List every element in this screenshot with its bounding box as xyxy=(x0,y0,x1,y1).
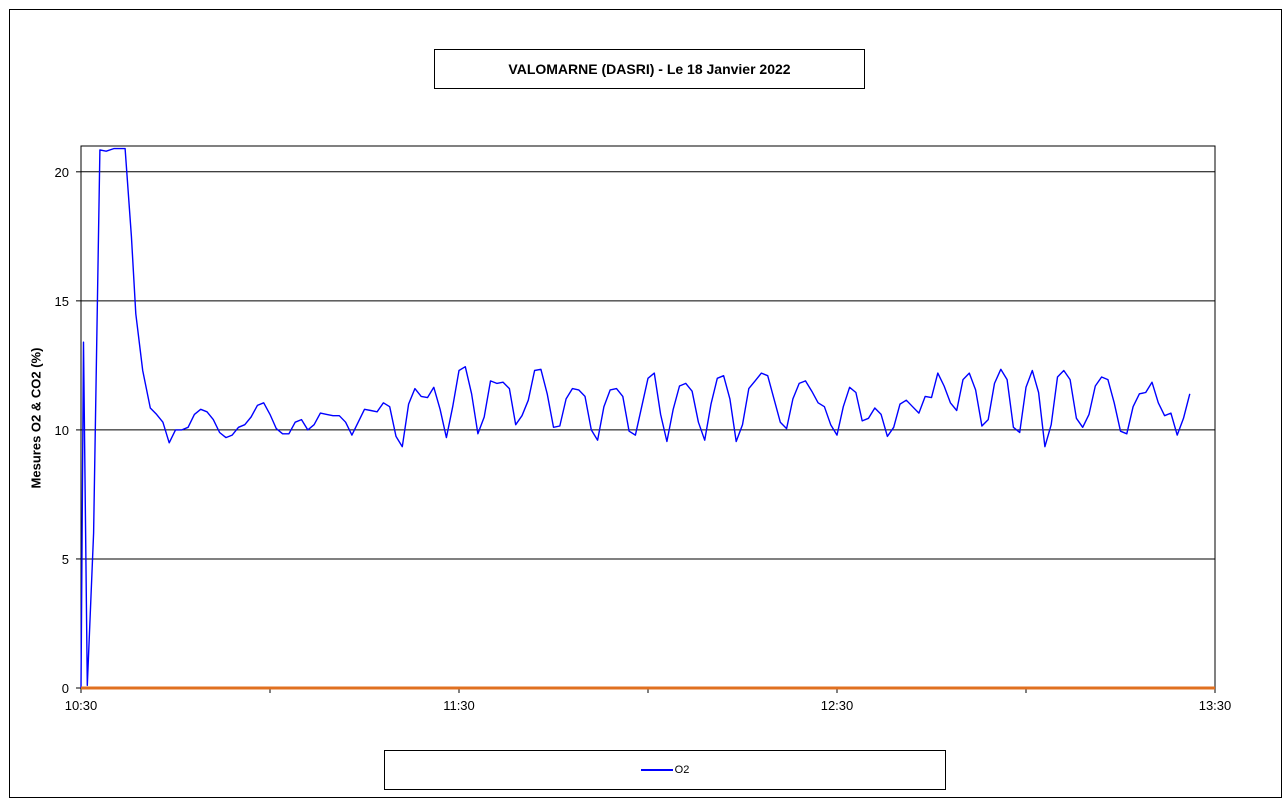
x-tick-label: 11:30 xyxy=(443,698,475,713)
legend-swatch-o2 xyxy=(640,769,673,771)
legend-label-o2: O2 xyxy=(674,764,690,776)
x-tick-label: 13:30 xyxy=(1199,698,1232,713)
x-tick-label: 12:30 xyxy=(821,698,854,713)
legend: O2 xyxy=(384,750,946,790)
y-axis-label: Mesures O2 & CO2 (%) xyxy=(28,347,44,489)
chart-title-box: VALOMARNE (DASRI) - Le 18 Janvier 2022 xyxy=(434,49,865,89)
x-tick-label: 10:30 xyxy=(65,698,98,713)
y-tick-label: 5 xyxy=(62,552,69,567)
series-line-o2 xyxy=(80,147,1191,689)
y-tick-label: 20 xyxy=(55,165,69,180)
chart-title: VALOMARNE (DASRI) - Le 18 Janvier 2022 xyxy=(508,61,791,77)
y-tick-label: 10 xyxy=(55,423,69,438)
y-tick-label: 0 xyxy=(62,681,69,696)
y-tick-label: 15 xyxy=(55,294,69,309)
chart-frame xyxy=(9,9,1282,798)
